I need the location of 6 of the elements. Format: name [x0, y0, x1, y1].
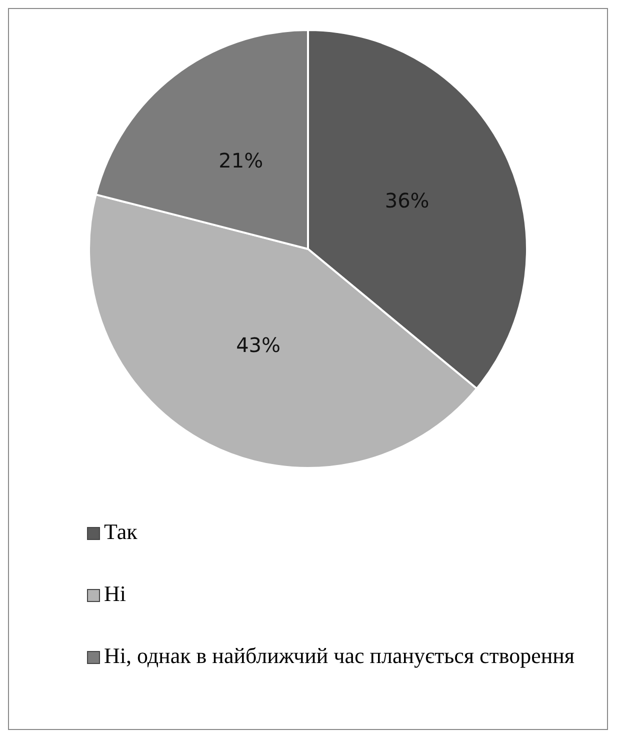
data-label: 21% — [218, 148, 264, 173]
legend-label: Ні, однак в найближчий час планується створення — [104, 643, 575, 669]
legend-label: Так — [104, 519, 138, 545]
legend-label: Ні — [104, 581, 126, 607]
data-label: 36% — [384, 188, 430, 213]
data-label: 43% — [236, 332, 281, 357]
